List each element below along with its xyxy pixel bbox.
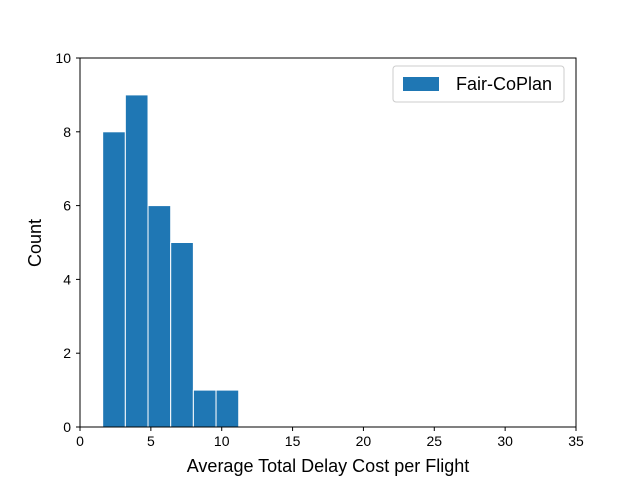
x-tick-label: 5 — [147, 433, 155, 449]
histogram-bar — [215, 389, 240, 428]
legend-box — [392, 65, 565, 103]
y-axis-ticks: 0 2 4 6 8 10 — [55, 50, 80, 435]
x-axis-ticks: 0 5 10 15 20 25 30 35 — [76, 427, 584, 449]
histogram-bar — [102, 131, 126, 428]
y-tick-label: 2 — [63, 345, 71, 361]
x-tick-label: 25 — [426, 433, 442, 449]
y-tick-label: 0 — [63, 419, 71, 435]
x-tick-label: 30 — [497, 433, 513, 449]
x-tick-label: 35 — [568, 433, 584, 449]
y-tick-label: 8 — [63, 124, 71, 140]
legend-label: Fair-CoPlan — [456, 74, 552, 94]
y-axis-label: Count — [25, 219, 45, 267]
y-tick-label: 4 — [63, 271, 71, 287]
legend: Fair-CoPlan — [392, 65, 565, 103]
histogram-bar — [192, 389, 217, 428]
histogram-bar — [147, 205, 172, 428]
x-tick-label: 20 — [356, 433, 372, 449]
y-tick-label: 6 — [63, 198, 71, 214]
axes-frame — [79, 57, 577, 428]
x-tick-label: 10 — [214, 433, 230, 449]
histogram-bar — [170, 242, 194, 428]
x-axis-label: Average Total Delay Cost per Flight — [187, 456, 469, 476]
legend-swatch — [403, 77, 439, 91]
y-tick-label: 10 — [55, 50, 71, 66]
bars-group — [102, 94, 240, 428]
x-tick-label: 15 — [285, 433, 301, 449]
x-tick-label: 0 — [76, 433, 84, 449]
histogram-bar — [124, 94, 149, 428]
